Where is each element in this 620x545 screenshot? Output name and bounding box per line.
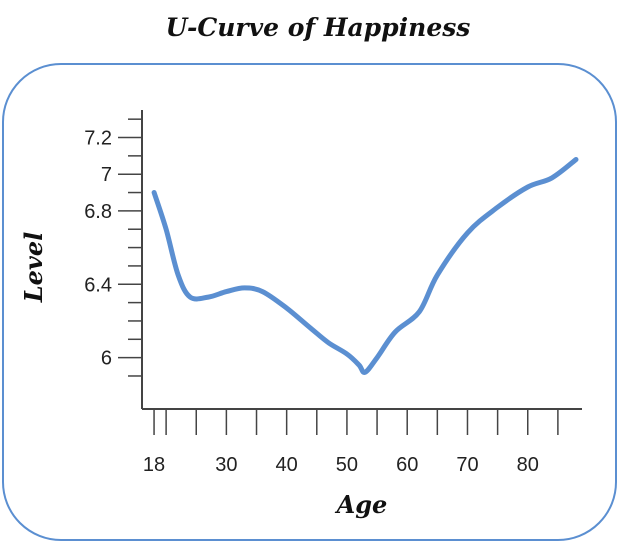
- y-axis-title: Level: [19, 232, 48, 303]
- y-tick-label: 6.8: [84, 201, 112, 223]
- x-tick-label: 50: [336, 454, 358, 476]
- ticks: [118, 118, 559, 435]
- y-tick-label: 7: [101, 164, 112, 186]
- y-tick-label: 6.4: [84, 274, 112, 296]
- x-tick-label: 70: [456, 454, 478, 476]
- chart-title: U-Curve of Happiness: [166, 13, 471, 42]
- x-tick-label: 30: [215, 454, 237, 476]
- tick-labels: 18 30 40 50 60 70 80 7.2 7 6.8 6.4 6: [84, 128, 539, 476]
- x-tick-label: 60: [396, 454, 418, 476]
- x-tick-label: 80: [517, 454, 539, 476]
- axes: [141, 110, 582, 410]
- y-tick-label: 6: [101, 348, 112, 370]
- chart-frame: [2, 63, 617, 541]
- x-tick-label: 18: [143, 454, 165, 476]
- x-axis-title: Age: [335, 490, 388, 519]
- y-tick-label: 7.2: [84, 128, 112, 150]
- series-line: [151, 157, 579, 375]
- x-tick-label: 40: [276, 454, 298, 476]
